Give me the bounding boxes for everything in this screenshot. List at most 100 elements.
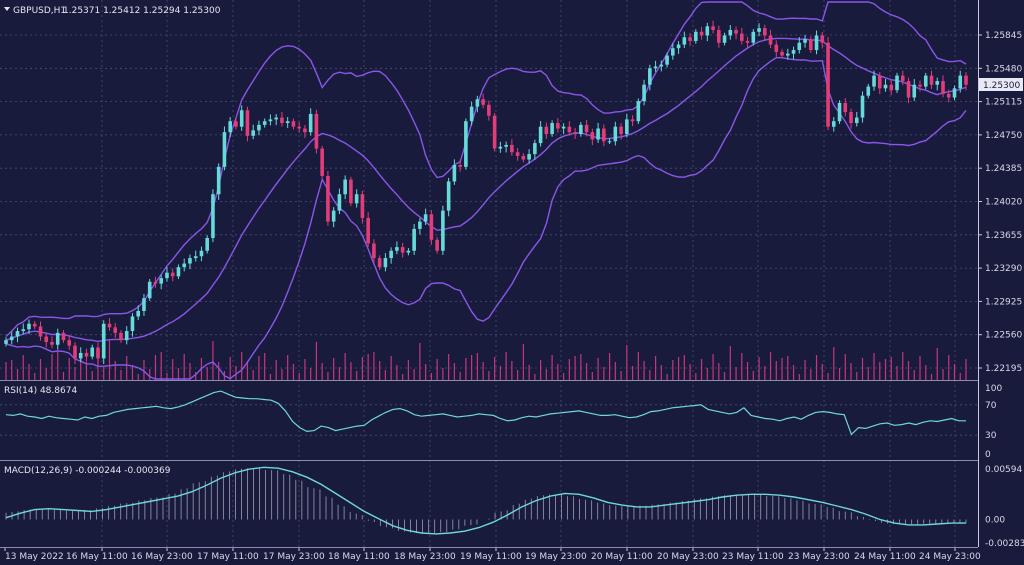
bull-candle — [182, 258, 187, 272]
bull-candle — [262, 118, 267, 128]
volume-bar — [568, 359, 570, 380]
volume-bar — [522, 344, 524, 380]
chart-grid — [0, 0, 978, 547]
bear-candle — [877, 72, 882, 95]
macd-tick-label: 0.00594 — [985, 465, 1022, 475]
bull-candle — [561, 123, 566, 135]
time-tick-label: 18 May 23:00 — [394, 552, 456, 562]
price-axis: 1.25845 1.25480 1.25115 1.24750 1.24385 1.240… — [978, 31, 1022, 374]
volume-bar — [402, 374, 404, 380]
volume-bar — [781, 358, 783, 380]
volume-bar — [45, 368, 47, 380]
bear-candle — [435, 237, 439, 254]
volume-bar — [195, 372, 197, 380]
volume-bar — [672, 360, 674, 380]
bull-candle — [4, 337, 8, 347]
volume-bar — [350, 362, 352, 380]
volume-bar — [798, 374, 800, 380]
volume-bar — [189, 363, 191, 380]
volume-bar — [758, 357, 760, 380]
volume-bar — [11, 360, 13, 380]
volume-bar — [925, 365, 927, 380]
bull-candle — [216, 163, 221, 200]
rsi-panel: 100 70 30 0 — [0, 384, 1002, 460]
bear-candle — [170, 268, 175, 282]
volume-bar — [942, 369, 944, 380]
rsi-line — [5, 390, 966, 436]
volume-bar — [574, 356, 576, 380]
bull-candle — [912, 79, 917, 101]
symbol-menu-triangle-icon[interactable] — [4, 7, 10, 11]
bull-candle — [527, 149, 531, 164]
time-tick-label: 13 May 2022 — [5, 552, 64, 562]
bull-candle — [239, 105, 244, 131]
volume-bar — [39, 359, 42, 380]
bear-candle — [61, 330, 66, 343]
volume-bar — [603, 367, 605, 380]
bear-candle — [602, 124, 606, 147]
bull-candle — [958, 70, 963, 93]
volume-bar — [626, 345, 628, 380]
bull-candle — [78, 347, 83, 362]
bull-candle — [446, 177, 451, 217]
volume-bar — [907, 361, 910, 380]
bear-candle — [492, 113, 497, 152]
time-tick-label: 20 May 23:00 — [657, 552, 719, 562]
volume-bar — [321, 363, 323, 380]
volume-bar — [614, 362, 616, 380]
volume-bar — [718, 363, 720, 380]
volume-bar — [436, 359, 438, 380]
volume-bar — [275, 360, 277, 380]
price-tick-label: 1.25845 — [985, 31, 1022, 41]
bull-candle — [722, 32, 727, 46]
bear-candle — [889, 80, 894, 96]
bull-candle — [579, 122, 583, 137]
bear-candle — [326, 171, 330, 226]
bear-candle — [808, 36, 813, 53]
bear-candle — [584, 119, 589, 137]
bull-candle — [188, 254, 192, 270]
bull-candle — [648, 64, 652, 91]
bull-candle — [228, 117, 232, 138]
volume-bar — [448, 354, 450, 380]
bull-candle — [751, 29, 756, 46]
volume-bar — [787, 356, 789, 380]
bear-candle — [849, 108, 853, 129]
volume-bar — [545, 369, 547, 380]
price-tick-label: 1.22195 — [985, 364, 1022, 374]
volume-bar — [85, 362, 88, 380]
bull-candle — [193, 250, 198, 262]
bull-candle — [596, 122, 600, 143]
volume-bar — [902, 352, 904, 380]
bear-candle — [630, 115, 635, 127]
volume-bar — [51, 354, 53, 380]
volume-bar — [769, 352, 772, 380]
volume-bar — [407, 360, 409, 380]
volume-bar — [430, 373, 432, 380]
volume-bar — [861, 358, 864, 380]
volume-bar — [965, 359, 967, 380]
bollinger-upper-band — [5, 1, 967, 338]
volume-bar — [838, 368, 841, 380]
volume-bar — [459, 372, 461, 380]
bear-candle — [314, 109, 319, 154]
volume-bar — [160, 352, 162, 380]
bear-candle — [745, 36, 750, 48]
bear-candle — [153, 276, 158, 288]
volume-bar — [476, 353, 478, 380]
volume-bar — [390, 356, 392, 380]
price-tick-label: 1.22925 — [985, 297, 1022, 307]
bull-candle — [383, 253, 388, 272]
bear-candle — [32, 321, 37, 330]
volume-bar — [540, 360, 542, 380]
volume-bar — [654, 356, 657, 380]
bull-candle — [550, 120, 554, 137]
bull-candle — [441, 205, 445, 255]
bear-candle — [843, 98, 848, 117]
volume-bar — [844, 354, 846, 380]
time-tick-label: 23 May 11:00 — [722, 552, 784, 562]
bull-candle — [791, 46, 796, 60]
bull-candle — [285, 117, 290, 128]
bear-candle — [360, 190, 365, 224]
